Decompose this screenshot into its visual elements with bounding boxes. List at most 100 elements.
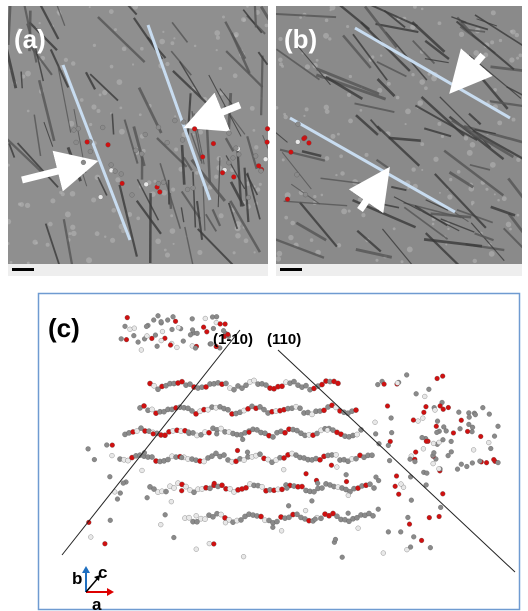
- atom: [464, 464, 469, 469]
- atom: [303, 383, 308, 388]
- particle: [10, 261, 13, 264]
- particle: [337, 243, 341, 247]
- particle: [198, 130, 203, 135]
- particle: [246, 5, 249, 8]
- particle: [432, 223, 435, 226]
- particle: [325, 19, 329, 23]
- atom: [168, 343, 173, 348]
- particle: [117, 79, 123, 85]
- atom: [259, 168, 264, 173]
- atom: [151, 383, 156, 388]
- atom: [335, 381, 340, 386]
- atom: [163, 489, 168, 494]
- atom: [223, 520, 228, 525]
- atom: [172, 118, 177, 123]
- particle: [71, 231, 76, 236]
- particle: [325, 156, 330, 161]
- atom: [179, 455, 184, 460]
- particle: [393, 227, 396, 230]
- particle: [159, 39, 165, 45]
- atom: [477, 459, 482, 464]
- atom: [376, 507, 381, 512]
- particle: [459, 32, 464, 37]
- atom: [181, 120, 186, 125]
- particle: [217, 156, 222, 161]
- atom: [496, 424, 501, 429]
- atom: [202, 517, 207, 522]
- particle: [413, 5, 417, 9]
- atom: [120, 181, 125, 186]
- particle: [50, 198, 55, 203]
- particle: [86, 257, 92, 263]
- atom: [427, 515, 432, 520]
- atom: [373, 431, 378, 436]
- fiber: [170, 193, 171, 209]
- particle: [174, 115, 176, 117]
- atom: [144, 182, 149, 187]
- atom: [424, 471, 429, 476]
- atom: [492, 434, 497, 439]
- atom: [200, 154, 205, 159]
- fiber: [169, 180, 170, 205]
- particle: [348, 119, 353, 124]
- particle: [170, 228, 176, 234]
- atom: [333, 452, 338, 457]
- atom: [370, 513, 375, 518]
- particle: [164, 249, 167, 252]
- particle: [305, 107, 309, 111]
- particle: [95, 231, 100, 236]
- particle: [511, 29, 516, 34]
- atom: [85, 140, 90, 145]
- axis-label: b: [72, 569, 82, 588]
- atom: [467, 415, 472, 420]
- atom: [377, 441, 382, 446]
- atom: [186, 430, 191, 435]
- particle: [369, 178, 374, 183]
- atom: [294, 172, 299, 177]
- particle: [136, 216, 140, 220]
- particle: [375, 259, 378, 262]
- atom: [165, 140, 170, 145]
- atom: [118, 491, 123, 496]
- atom: [411, 534, 416, 539]
- atom: [414, 391, 419, 396]
- particle: [313, 195, 316, 198]
- atom: [107, 474, 112, 479]
- atom: [385, 404, 390, 409]
- atom: [441, 437, 446, 442]
- atom: [470, 461, 475, 466]
- atom: [153, 333, 158, 338]
- atom: [421, 410, 426, 415]
- atom: [346, 511, 351, 516]
- atom: [221, 452, 226, 457]
- atom: [149, 407, 154, 412]
- particle: [218, 124, 223, 129]
- particle: [506, 222, 512, 228]
- atom: [420, 435, 425, 440]
- atom: [179, 488, 184, 493]
- atom: [113, 169, 118, 174]
- atom: [263, 157, 268, 162]
- atom: [446, 405, 451, 410]
- atom: [409, 498, 414, 503]
- particle: [195, 171, 199, 175]
- atom: [81, 160, 86, 165]
- particle: [253, 129, 256, 132]
- atom: [386, 529, 391, 534]
- particle: [171, 41, 175, 45]
- atom: [110, 453, 115, 458]
- particle: [509, 57, 514, 62]
- particle: [64, 58, 68, 62]
- atom: [156, 181, 161, 186]
- particle: [276, 256, 281, 261]
- atom: [473, 412, 478, 417]
- particle: [380, 54, 382, 56]
- atom: [121, 481, 126, 486]
- atom: [265, 126, 270, 131]
- atom: [195, 331, 200, 336]
- atom: [431, 450, 436, 455]
- atom: [434, 424, 439, 429]
- atom: [496, 460, 501, 465]
- particle: [424, 86, 428, 90]
- atom: [110, 443, 115, 448]
